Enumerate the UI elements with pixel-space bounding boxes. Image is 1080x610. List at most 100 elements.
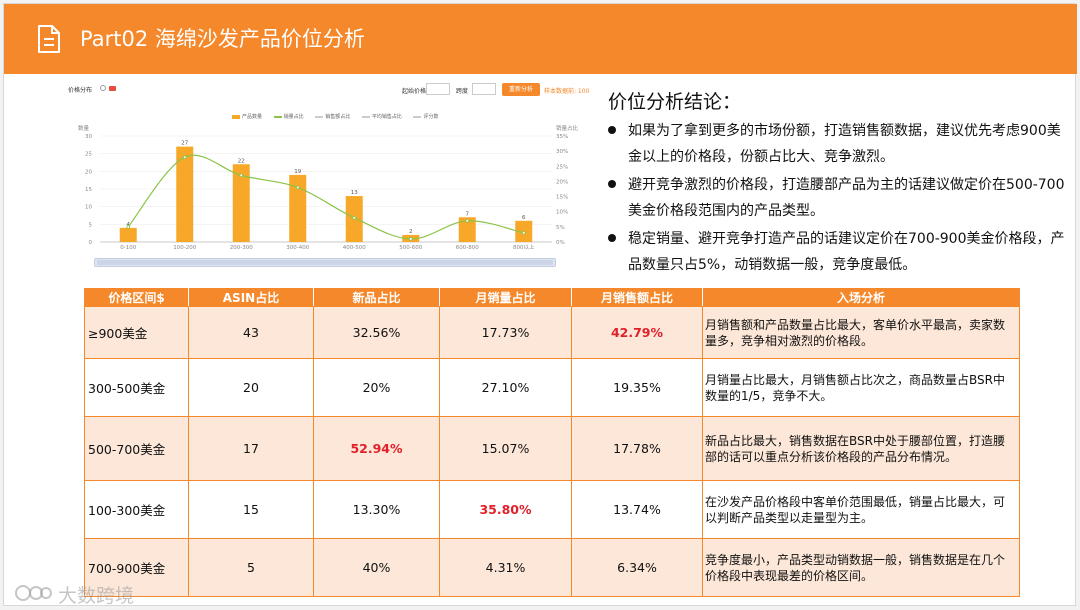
y-tick-label: 5 <box>89 222 93 228</box>
price-analysis-table: 价格区间$ ASIN占比 新品占比 月销量占比 月销售额占比 入场分析 ≥900… <box>84 288 1020 597</box>
y2-tick-label: 25% <box>556 164 568 170</box>
table-header-row: 价格区间$ ASIN占比 新品占比 月销量占比 月销售额占比 入场分析 <box>84 288 1020 307</box>
table-cell: 35.80% <box>439 480 572 539</box>
table-cell: 新品占比最大，销售数据在BSR中处于腰部位置，打造腰部的话可以重点分析该价格段的… <box>702 416 1020 481</box>
page-title: Part02 海绵沙发产品价位分析 <box>80 27 365 51</box>
bar <box>289 174 307 242</box>
table-cell: 13.74% <box>571 480 703 539</box>
bar-data-label: 27 <box>181 141 188 147</box>
line-point <box>408 237 413 241</box>
x-tick-label: 600-800 <box>456 245 479 251</box>
table-cell: 700-900美金 <box>84 538 189 597</box>
y2-tick-label: 20% <box>556 179 568 185</box>
bullet-icon <box>608 234 616 242</box>
step-input[interactable] <box>472 83 496 95</box>
table-row: 500-700美金 17 52.94% 15.07% 17.78% 新品占比最大，销售数据… <box>84 416 1020 481</box>
line-point <box>239 173 244 178</box>
conclusion-item: 避开竞争激烈的价格段，打造腰部产品为主的话建议做定价在500-700美金价格段范… <box>608 172 1070 224</box>
bar-data-label: 7 <box>466 211 470 217</box>
y-tick-label: 25 <box>85 152 92 158</box>
table-cell: 月销售额和产品数量占比最大，客单价水平最高，卖家数量多，竞争相对激烈的价格段。 <box>702 306 1020 359</box>
table-cell: 6.34% <box>571 538 703 597</box>
bullet-icon <box>608 126 616 134</box>
column-header: 价格区间$ <box>84 288 189 307</box>
bar-data-label: 22 <box>238 158 245 164</box>
y2-tick-label: 5% <box>556 225 565 231</box>
y-tick-label: 10 <box>85 205 92 211</box>
y2-axis-label: 销量占比 <box>556 124 579 132</box>
y-tick-label: 20 <box>85 169 92 175</box>
sample-note: 样本数据前: 100 <box>544 88 590 95</box>
column-header: 新品占比 <box>313 288 440 307</box>
bar-data-label: 13 <box>351 190 358 196</box>
conclusion-item: 稳定销量、避开竞争打造产品的话建议定价在700-900美金价格段，产品数量只占5… <box>608 226 1070 278</box>
help-icon[interactable] <box>100 85 106 91</box>
x-tick-label: 400-500 <box>343 245 366 251</box>
line-point <box>465 219 470 223</box>
x-tick-label: 200-300 <box>230 245 253 251</box>
y-tick-label: 30 <box>85 134 92 140</box>
table-cell: 100-300美金 <box>84 480 189 539</box>
legend-item[interactable]: 评分数 <box>413 113 438 120</box>
slide: Part02 海绵沙发产品价位分析 价格分布 起始价格 跨度 重新分析 样本数据… <box>3 3 1077 608</box>
conclusion-list: 如果为了拿到更多的市场份额，打造销售额数据，建议优先考虑900美金以上的价格段，… <box>608 118 1070 278</box>
reanalyze-button[interactable]: 重新分析 <box>502 83 540 96</box>
bar-data-label: 19 <box>294 169 301 175</box>
table-cell: 17.73% <box>439 306 572 359</box>
conclusion-section: 价位分析结论： 如果为了拿到更多的市场份额，打造销售额数据，建议优先考虑900美… <box>608 88 1070 280</box>
line-point <box>182 155 187 159</box>
y2-tick-label: 10% <box>556 210 568 216</box>
price-distribution-chart-panel: 价格分布 起始价格 跨度 重新分析 样本数据前: 100 产品数量 销量占比 销… <box>60 80 598 268</box>
legend-item[interactable]: 平均销售占比 <box>361 113 402 120</box>
column-header: 入场分析 <box>702 288 1020 307</box>
step-label: 跨度 <box>456 88 469 95</box>
column-header: 月销量占比 <box>439 288 572 307</box>
video-icon[interactable] <box>109 86 116 91</box>
table-row: 300-500美金 20 20% 27.10% 19.35% 月销量占比最大，月销售额占比… <box>84 358 1020 417</box>
bar <box>458 217 476 242</box>
table-cell: ≥900美金 <box>84 306 189 359</box>
y-axis-label: 数量 <box>78 124 90 132</box>
bar-data-label: 4 <box>127 222 131 228</box>
table-cell: 20% <box>313 358 440 417</box>
x-tick-label: 300-400 <box>286 245 309 251</box>
table-cell: 在沙发产品价格段中客单价范围最低，销量占比最大，可以判断产品类型以走量型为主。 <box>702 480 1020 539</box>
table-cell: 15.07% <box>439 416 572 481</box>
bar <box>176 146 194 242</box>
document-icon <box>38 25 60 53</box>
watermark: 大数跨境 <box>14 580 154 608</box>
table-cell: 15 <box>188 480 314 539</box>
line-point <box>126 225 131 229</box>
table-cell: 19.35% <box>571 358 703 417</box>
legend-item[interactable]: 销售额占比 <box>315 113 350 120</box>
table-cell: 月销量占比最大，月销售额占比次之，商品数量占BSR中数量的1/5，竞争不大。 <box>702 358 1020 417</box>
bar <box>232 164 250 242</box>
table-cell: 4.31% <box>439 538 572 597</box>
table-cell: 300-500美金 <box>84 358 189 417</box>
line-point <box>295 185 300 190</box>
y2-tick-label: 30% <box>556 149 568 155</box>
bar-data-label: 2 <box>409 229 413 235</box>
table-row: ≥900美金 43 32.56% 17.73% 42.79% 月销售额和产品数量占比最大，… <box>84 306 1020 359</box>
conclusion-item: 如果为了拿到更多的市场份额，打造销售额数据，建议优先考虑900美金以上的价格段，… <box>608 118 1070 170</box>
x-tick-label: 800以上 <box>513 243 535 251</box>
x-tick-label: 0-100 <box>120 245 136 251</box>
table-cell: 43 <box>188 306 314 359</box>
start-price-input[interactable] <box>426 83 450 95</box>
y2-tick-label: 35% <box>556 134 568 140</box>
table-cell: 500-700美金 <box>84 416 189 481</box>
zoom-slider-thumb[interactable] <box>97 260 553 265</box>
table-cell: 5 <box>188 538 314 597</box>
line-point <box>352 215 357 220</box>
legend-item[interactable]: 产品数量 <box>232 113 262 120</box>
table-row: 700-900美金 5 40% 4.31% 6.34% 竞争度最小，产品类型动销数据一般，… <box>84 538 1020 597</box>
y2-tick-label: 0% <box>556 240 565 246</box>
table-cell: 52.94% <box>313 416 440 481</box>
line-point <box>521 231 526 235</box>
legend-item[interactable]: 销量占比 <box>273 113 304 120</box>
column-header: 月销售额占比 <box>571 288 703 307</box>
chart-zoom-slider[interactable] <box>94 258 556 267</box>
chart-panel-title: 价格分布 <box>68 87 93 94</box>
bullet-icon <box>608 180 616 188</box>
table-cell: 40% <box>313 538 440 597</box>
